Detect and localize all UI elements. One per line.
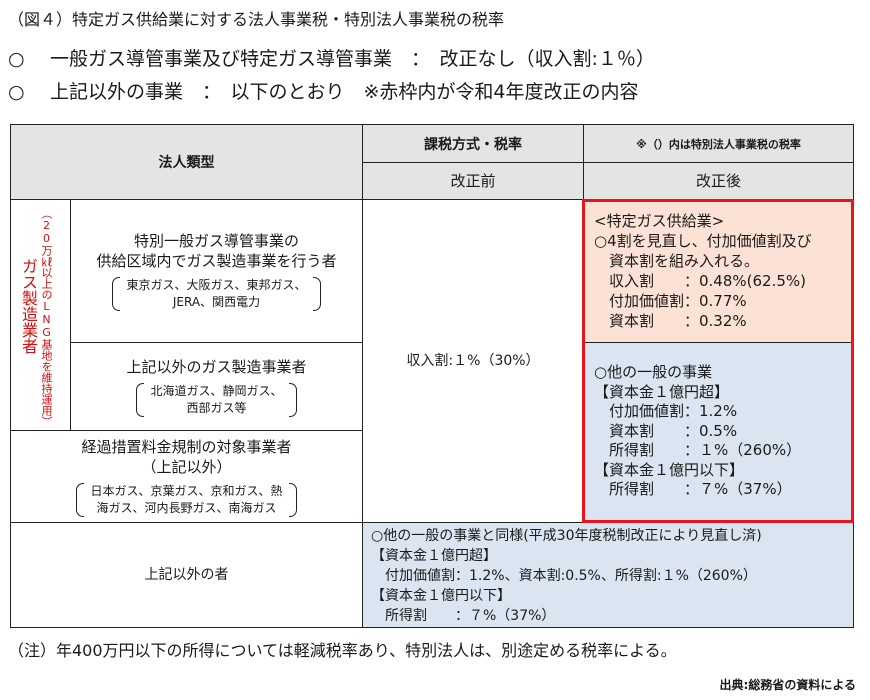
summary-line-2-text: 上記以外の事業 ： 以下のとおり ※赤枠内が令和4年度改正の内容 [50, 81, 639, 103]
row1-examples: 東京ガス、大阪ガス、東邦ガス、 JERA、関西電力 [112, 277, 321, 311]
header-note: ※（）内は特別法人事業税の税率 [583, 124, 854, 163]
after-general-text: ○他の一般の事業 【資本金１億円超】 付加価値割：1.2% 資本割 ：0.5% … [594, 363, 802, 498]
row1-name-line2: 供給区域内でガス製造事業を行う者 [96, 252, 337, 270]
row2-examples: 北海道ガス、静岡ガス、 西部ガス等 [136, 382, 297, 417]
row4-rate-cell: ○他の一般の事業と同様(平成30年度税制改正により見直し済) 【資本金１億円超】… [362, 522, 854, 628]
summary-line-1-text: 一般ガス導管事業及び特定ガス導管事業 ： 改正なし（収入割:１％） [50, 48, 655, 70]
side-label-cell: （20万㎘以上のLNG基地を維持運用） ガス製造業者 [10, 199, 71, 431]
side-label-main: ガス製造業者 [19, 258, 38, 354]
row3-examples: 日本ガス、京葉ガス、京和ガス、熱 海ガス、河内長野ガス、南海ガス [76, 482, 297, 517]
header-after: 改正後 [583, 162, 854, 200]
row2-category: 上記以外のガス製造事業者 北海道ガス、静岡ガス、 西部ガス等 [70, 342, 363, 431]
row4-category: 上記以外の者 [10, 522, 363, 628]
header-before: 改正前 [362, 162, 584, 200]
after-general-cell: ○他の一般の事業 【資本金１億円超】 付加価値割：1.2% 資本割 ：0.5% … [583, 342, 854, 523]
header-method: 課税方式・税率 [362, 124, 584, 163]
row2-name: 上記以外のガス製造事業者 [126, 357, 307, 376]
after-special-text: <特定ガス供給業> ○4割を見直し、付加価値割及び 資本割を組み入れる。 収入割… [594, 212, 812, 330]
row1-name-line1: 特別一般ガス導管事業の [133, 232, 299, 250]
header-category: 法人類型 [10, 124, 363, 200]
bullet-circle-icon: ○ [8, 48, 25, 70]
summary-line-1: ○ 一般ガス導管事業及び特定ガス導管事業 ： 改正なし（収入割:１％） [8, 44, 655, 71]
before-rate-cell: 収入割:１%（30%） [362, 199, 584, 523]
row4-rate-text: ○他の一般の事業と同様(平成30年度税制改正により見直し済) 【資本金１億円超】… [371, 528, 762, 624]
footnote: （注）年400万円以下の所得については軽減税率あり、特別法人は、別途定める税率に… [8, 641, 677, 660]
row3-category: 経過措置料金規制の対象事業者 （上記以外） 日本ガス、京葉ガス、京和ガス、熱 海… [10, 430, 363, 523]
summary-line-2: ○ 上記以外の事業 ： 以下のとおり ※赤枠内が令和4年度改正の内容 [8, 77, 639, 104]
row3-name-line1: 経過措置料金規制の対象事業者 [81, 437, 292, 456]
source-credit: 出典:総務省の資料による [719, 678, 856, 692]
side-label-note: （20万㎘以上のLNG基地を維持運用） [40, 208, 53, 427]
figure-title: （図４）特定ガス供給業に対する法人事業税・特別法人事業税の税率 [8, 10, 505, 29]
after-special-cell: <特定ガス供給業> ○4割を見直し、付加価値割及び 資本割を組み入れる。 収入割… [583, 199, 854, 343]
bullet-circle-icon: ○ [8, 81, 25, 103]
row1-category: 特別一般ガス導管事業の 供給区域内でガス製造事業を行う者 東京ガス、大阪ガス、東… [70, 199, 363, 343]
row3-name-line2: （上記以外） [141, 457, 232, 476]
